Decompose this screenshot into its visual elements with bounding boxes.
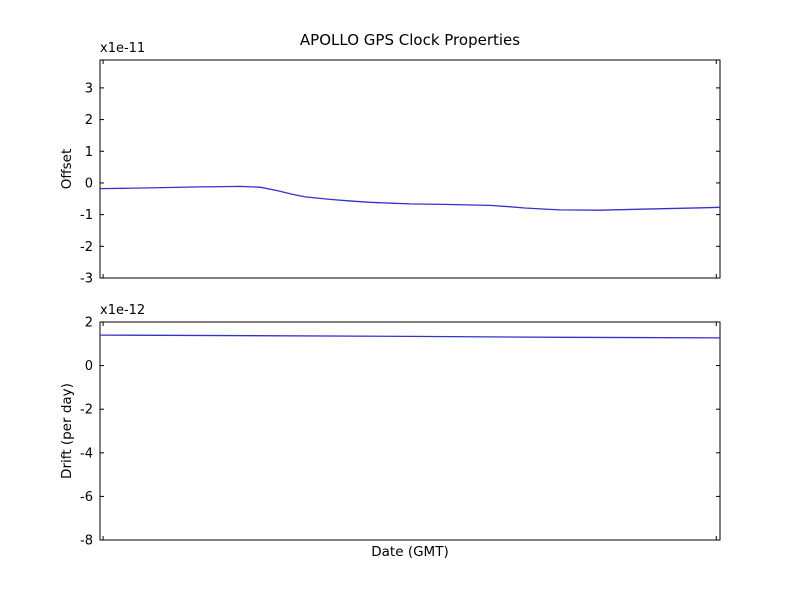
y-tick-label-1: 2 (85, 316, 93, 331)
data-line-gps-clock-drift (99, 334, 721, 339)
y-tick-label-0: 3 (85, 81, 93, 96)
y-tick-label-1: -8 (80, 534, 93, 549)
y-tick-label-0: 1 (85, 145, 93, 160)
axes-frame-0 (99, 59, 721, 279)
data-line-gps-clock-offset (99, 185, 721, 211)
y-tick-label-0: 2 (85, 113, 93, 128)
y-scale-offset-label-bottom: x1e-12 (100, 303, 146, 318)
x-axis-label-date: Date (GMT) (371, 544, 449, 560)
y-tick-label-0: -1 (80, 208, 93, 223)
y-tick-label-1: 0 (85, 359, 93, 374)
y-scale-offset-label-top: x1e-11 (100, 41, 146, 56)
y-tick-label-1: -4 (80, 446, 93, 461)
axes-frame-1 (99, 321, 721, 541)
y-tick-label-0: 0 (85, 176, 93, 191)
y-tick-label-1: -6 (80, 490, 93, 505)
y-axis-label-offset: Offset (59, 148, 75, 190)
chart-title: APOLLO GPS Clock Properties (299, 31, 521, 49)
y-tick-label-0: -3 (80, 272, 93, 287)
y-tick-label-1: -2 (80, 403, 93, 418)
y-axis-label-drift: Drift (per day) (59, 383, 75, 479)
y-tick-label-0: -2 (80, 240, 93, 255)
